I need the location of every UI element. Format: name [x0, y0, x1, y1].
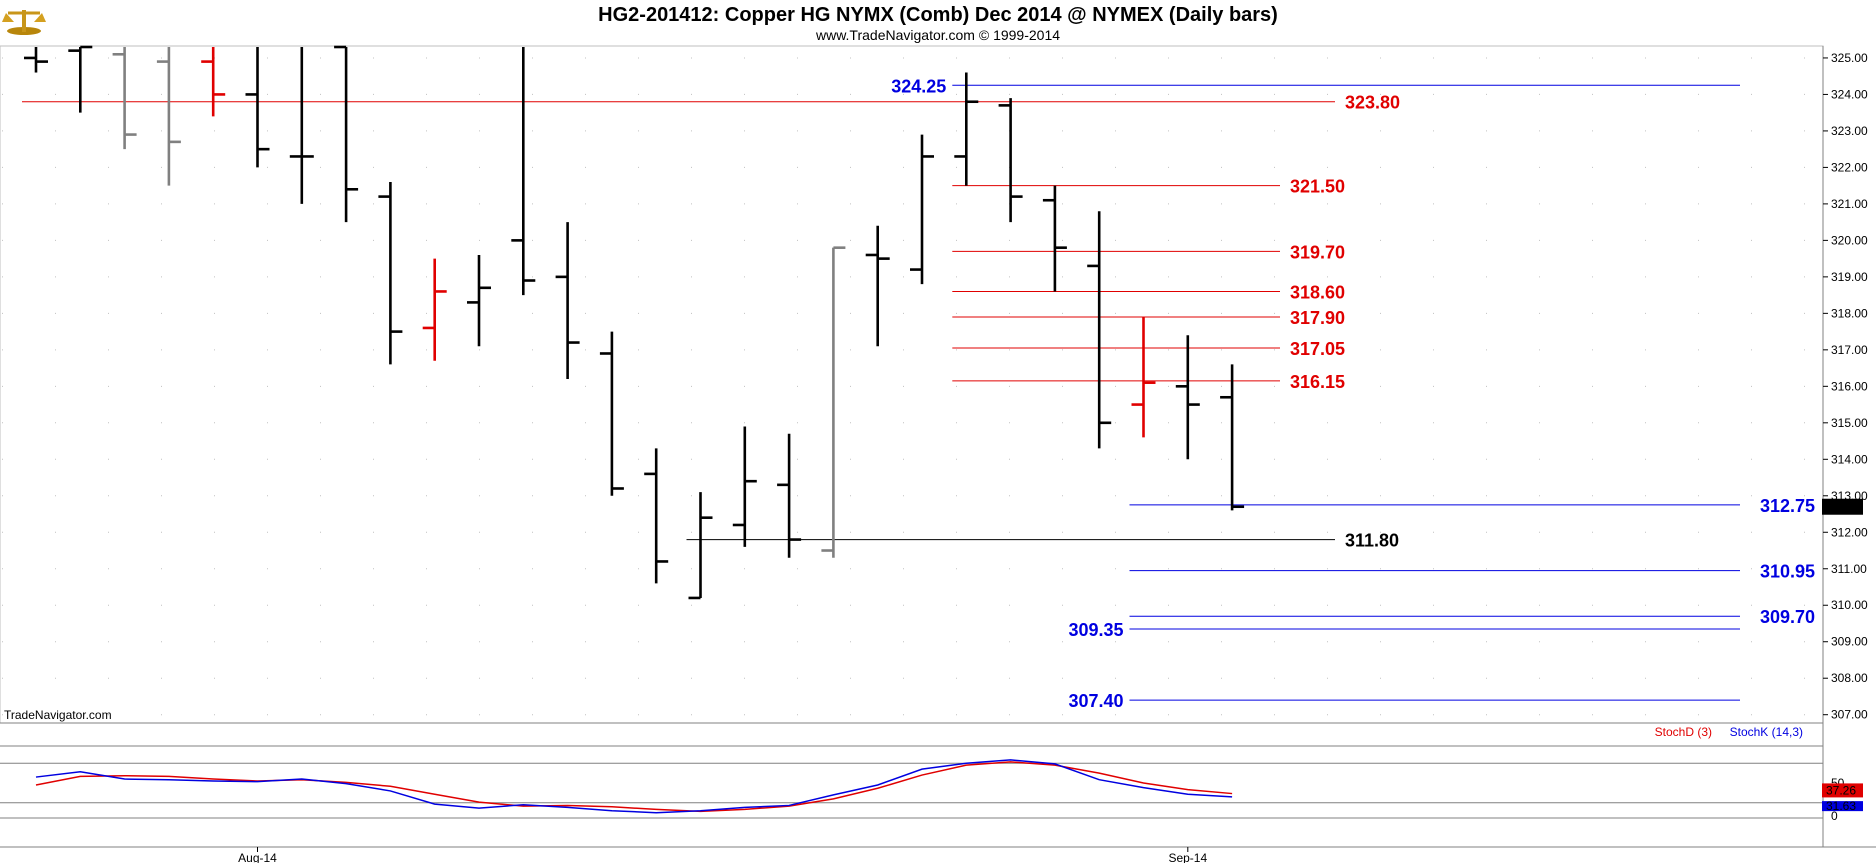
level-label: 307.40: [1068, 691, 1123, 711]
price-bar: [1131, 317, 1156, 438]
price-bar: [289, 47, 314, 204]
price-bar: [998, 98, 1023, 223]
level-label: 310.95: [1760, 562, 1815, 582]
y-tick-label: 312.00: [1831, 525, 1868, 539]
price-bar: [1087, 211, 1112, 449]
level-label: 321.50: [1290, 177, 1345, 197]
price-bar: [334, 45, 359, 223]
level-label: 316.15: [1290, 372, 1345, 392]
y-tick-label: 323.00: [1831, 124, 1868, 138]
stochd-last-box: [1822, 783, 1863, 798]
price-bar: [245, 47, 270, 168]
logo-icon: [2, 10, 46, 35]
level-label: 309.35: [1068, 620, 1123, 640]
price-bar: [1175, 335, 1200, 460]
y-tick-label: 311.00: [1831, 562, 1867, 576]
y-tick-label: 307.00: [1831, 708, 1868, 722]
chart-subtitle: www.TradeNavigator.com © 1999-2014: [815, 27, 1060, 43]
chart-title: HG2-201412: Copper HG NYMX (Comb) Dec 20…: [598, 4, 1278, 26]
level-label: 309.70: [1760, 607, 1815, 627]
price-bar: [555, 222, 580, 380]
watermark-text: TradeNavigator.com: [4, 708, 112, 722]
level-label: 318.60: [1290, 282, 1345, 302]
price-bar: [821, 246, 846, 558]
stochk-last-box: [1822, 801, 1863, 812]
level-label: 324.25: [891, 76, 946, 96]
price-bar: [156, 47, 181, 186]
price-bar: [511, 47, 536, 296]
y-tick-label: 315.00: [1831, 416, 1868, 430]
price-bar: [732, 426, 757, 547]
y-tick-label: 321.00: [1831, 197, 1868, 211]
y-tick-label: 310.00: [1831, 598, 1868, 612]
level-label: 323.80: [1345, 93, 1400, 113]
stoch-series-line: [35, 759, 1233, 814]
stoch-series-line: [35, 761, 1233, 813]
price-bar: [68, 45, 93, 113]
price-bar: [910, 134, 934, 285]
y-tick-label: 316.00: [1831, 379, 1868, 393]
y-tick-label: 325.00: [1831, 51, 1868, 65]
price-bar: [777, 433, 802, 558]
stochk-last-label: 31.63: [1826, 799, 1856, 813]
price-bar: [201, 47, 226, 117]
y-tick-label: 309.00: [1831, 635, 1868, 649]
x-tick-label: Sep-14: [1168, 851, 1207, 863]
price-bar: [467, 254, 491, 347]
price-bar: [865, 225, 890, 347]
y-tick-label: 319.00: [1831, 270, 1868, 284]
level-label: 311.80: [1345, 531, 1399, 551]
price-bar: [422, 258, 447, 361]
level-label: 312.75: [1760, 496, 1815, 516]
price-bar: [112, 47, 137, 150]
legend-stochd: StochD (3): [1655, 725, 1712, 739]
level-label: 317.90: [1290, 308, 1345, 328]
legend-stochk: StochK (14,3): [1730, 725, 1803, 739]
price-bar: [954, 72, 979, 186]
y-tick-label: 320.00: [1831, 233, 1868, 247]
price-bar: [1220, 364, 1245, 511]
price-bar: [1042, 185, 1067, 292]
price-bar: [378, 182, 403, 365]
price-bar: [644, 448, 669, 584]
price-bar: [599, 331, 624, 496]
y-tick-label: 322.00: [1831, 160, 1868, 174]
price-bar: [688, 492, 713, 600]
y-tick-label: 318.00: [1831, 306, 1868, 320]
level-label: 319.70: [1290, 242, 1345, 262]
price-bar: [24, 47, 48, 73]
price-panel-frame: [0, 45, 1824, 724]
last-price-box: [1822, 498, 1863, 515]
stoch-y-tick-label: 0: [1831, 809, 1838, 823]
y-tick-label: 314.00: [1831, 452, 1868, 466]
level-label: 317.05: [1290, 339, 1345, 359]
x-tick-label: Aug-14: [238, 851, 277, 863]
y-tick-label: 324.00: [1831, 87, 1868, 101]
y-tick-label: 317.00: [1831, 343, 1868, 357]
y-tick-label: 308.00: [1831, 671, 1868, 685]
last-price-label: 312.70: [1825, 500, 1862, 514]
stochd-last-label: 37.26: [1826, 783, 1856, 797]
